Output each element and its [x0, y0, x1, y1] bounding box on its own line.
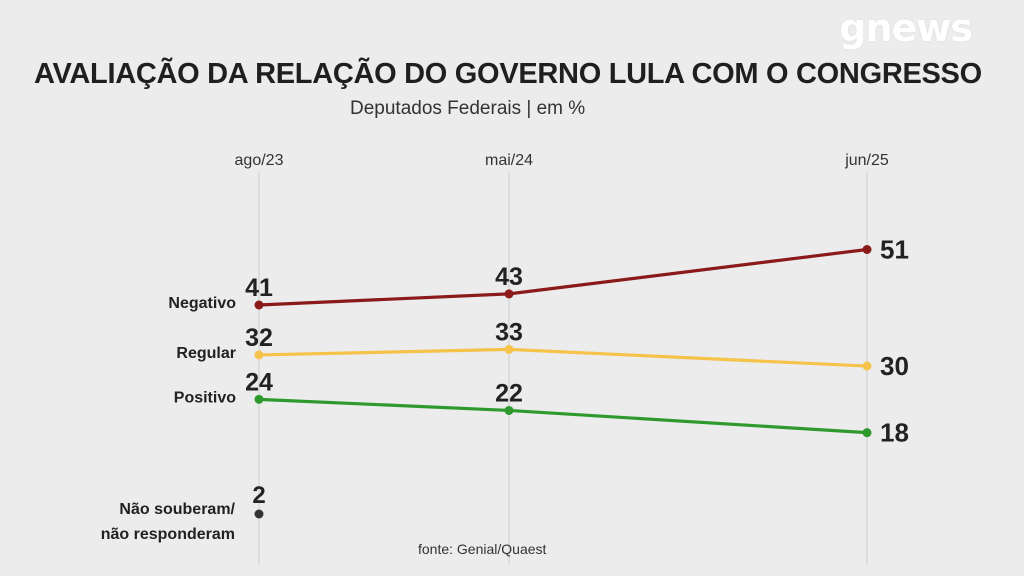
series-point [254, 350, 264, 360]
chart-title: AVALIAÇÃO DA RELAÇÃO DO GOVERNO LULA COM… [34, 58, 982, 90]
series-point [254, 394, 264, 404]
source-note: fonte: Genial/Quaest [418, 541, 547, 557]
data-label: 51 [880, 235, 909, 265]
data-label: 30 [880, 351, 909, 381]
data-label: 22 [495, 379, 523, 407]
data-label: 41 [245, 274, 273, 302]
series-line [258, 347, 868, 368]
series-point [862, 245, 872, 254]
series-point [504, 405, 514, 415]
data-label: 18 [880, 418, 909, 448]
series-line [258, 247, 868, 307]
series-point [862, 361, 872, 371]
series-label: Positivo [174, 389, 236, 406]
x-tick-label: jun/25 [844, 152, 889, 169]
chart-subtitle: Deputados Federais | em % [350, 98, 586, 119]
series-point [504, 344, 514, 354]
x-tick-label: ago/23 [235, 152, 284, 169]
series-point [254, 300, 264, 310]
gnews-logo: gnews [839, 6, 973, 50]
series-point [504, 289, 514, 299]
data-label: 24 [245, 368, 273, 396]
data-label: 33 [495, 318, 523, 346]
data-label: 32 [245, 324, 273, 352]
data-label: 43 [495, 263, 523, 291]
series-line [258, 397, 868, 435]
series-label: não responderam [101, 526, 235, 543]
x-tick-label: mai/24 [485, 152, 533, 169]
series-label: Negativo [168, 295, 236, 312]
series-label: Regular [176, 345, 236, 362]
data-label: 2 [252, 482, 265, 509]
series-point [862, 428, 872, 438]
series-point [254, 509, 264, 519]
series-label: Não souberam/ [119, 501, 235, 518]
